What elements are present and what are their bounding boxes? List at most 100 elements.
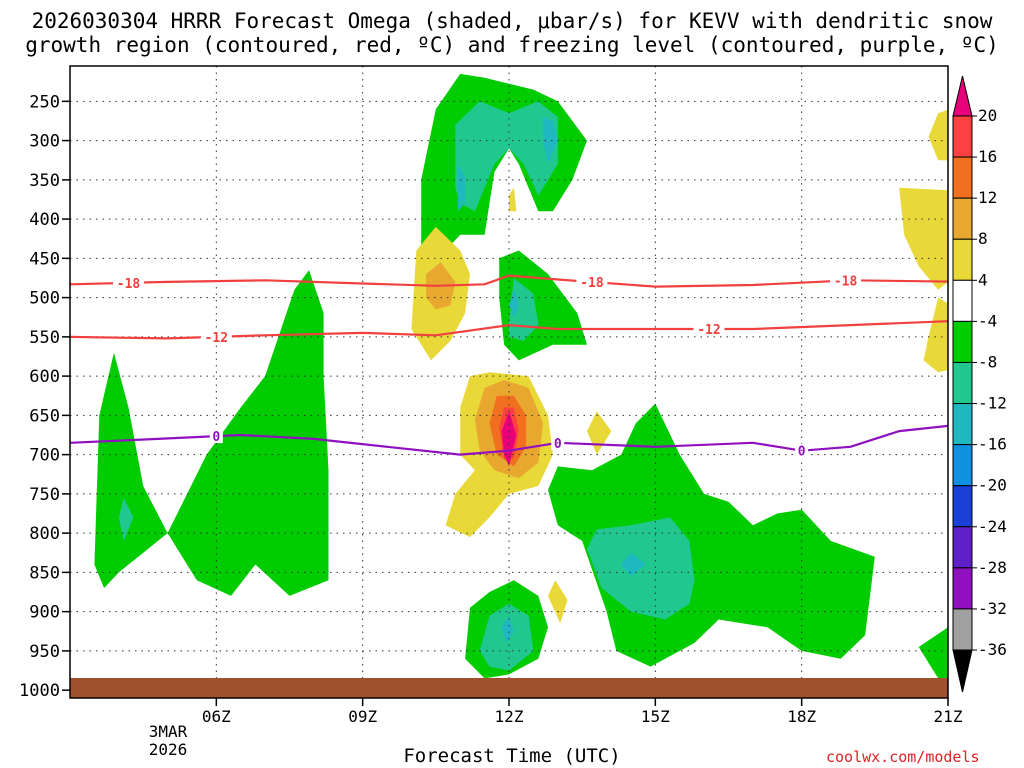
omega-region-22 xyxy=(501,615,514,643)
x-axis-label: Forecast Time (UTC) xyxy=(403,745,621,767)
colorbar-segment xyxy=(952,567,973,610)
x-tick-label: 09Z xyxy=(348,707,377,726)
x-tick-label: 18Z xyxy=(787,707,816,726)
x-axis: 06Z 09Z 12Z 15Z 18Z 21Z xyxy=(202,698,963,726)
chart-title-line2: growth region (contoured, red, ºC) and f… xyxy=(25,33,999,57)
colorbar-segment xyxy=(952,485,973,528)
omega-region-27 xyxy=(899,187,948,290)
colorbar-segment xyxy=(952,320,973,363)
x-tick-label: 21Z xyxy=(934,707,963,726)
colorbar-segment xyxy=(952,403,973,446)
omega-region-14 xyxy=(501,411,517,467)
omega-region-9 xyxy=(509,289,519,318)
y-axis: 250 300 350 400 450 500 550 600 650 700 750 800 850 9… xyxy=(19,92,70,701)
omega-region-23 xyxy=(94,352,168,589)
omega-region-16 xyxy=(548,580,568,624)
contour-label: -12 xyxy=(697,323,720,338)
colorbar-label: -20 xyxy=(978,476,1007,495)
x-tick-label: 12Z xyxy=(495,707,524,726)
colorbar-segment xyxy=(952,279,973,322)
contour-label-bg xyxy=(113,275,145,290)
colorbar-segment xyxy=(952,444,973,487)
colorbar-label: -8 xyxy=(978,352,997,371)
omega-region-4 xyxy=(509,187,517,212)
y-tick-label: 950 xyxy=(29,642,60,662)
omega-region-24 xyxy=(118,497,134,541)
colorbar-label: 4 xyxy=(978,270,988,289)
x-tick-label: 06Z xyxy=(202,707,231,726)
colorbar-segment xyxy=(952,361,973,405)
colorbar-label: -28 xyxy=(978,558,1007,577)
y-tick-label: 1000 xyxy=(19,681,60,701)
date-label-day: 3MAR xyxy=(149,722,188,741)
contour-line--18 xyxy=(70,274,948,288)
colorbar-label: 12 xyxy=(978,188,997,207)
y-tick-label: 750 xyxy=(29,485,60,505)
date-label-year: 2026 xyxy=(149,740,188,759)
colorbar-label: 8 xyxy=(978,229,988,248)
colorbar-label: 20 xyxy=(978,106,997,125)
contour-label: -12 xyxy=(205,331,228,346)
contour-label-bg xyxy=(693,322,725,337)
contour-label-bg xyxy=(551,435,565,450)
contour-label: -18 xyxy=(834,275,858,290)
colorbar-label: -12 xyxy=(978,394,1007,413)
colorbar-label: -4 xyxy=(978,311,997,330)
omega-region-26 xyxy=(928,109,948,161)
omega-region-1 xyxy=(455,101,558,212)
contour-label: 0 xyxy=(554,437,562,452)
contour-label-bg xyxy=(830,273,862,288)
ground-bar xyxy=(70,678,948,698)
colorbar-segment xyxy=(952,197,973,240)
colorbar-label: 16 xyxy=(978,147,997,166)
y-tick-label: 500 xyxy=(29,289,60,309)
colorbar-label: -32 xyxy=(978,599,1007,618)
colorbar-label: -16 xyxy=(978,435,1007,454)
colorbar-top-triangle xyxy=(952,75,973,117)
y-tick-label: 550 xyxy=(29,328,60,348)
y-tick-label: 900 xyxy=(29,603,60,623)
x-tick-label: 15Z xyxy=(641,707,670,726)
colorbar-segment xyxy=(952,526,973,569)
contour-line-0 xyxy=(70,424,948,456)
y-tick-label: 650 xyxy=(29,406,60,426)
omega-region-2 xyxy=(543,117,558,165)
contour-label: -18 xyxy=(117,277,141,292)
contour-line--12 xyxy=(70,320,948,340)
omega-region-25 xyxy=(167,270,329,596)
y-tick-label: 800 xyxy=(29,524,60,544)
y-tick-label: 400 xyxy=(29,210,60,230)
y-tick-label: 450 xyxy=(29,249,60,269)
colorbar-label: -24 xyxy=(978,517,1007,536)
colorbar-segment xyxy=(952,238,973,281)
omega-region-29 xyxy=(918,627,948,681)
y-tick-label: 850 xyxy=(29,563,60,583)
contour-label-bg xyxy=(795,443,809,458)
chart-title-line1: 2026030304 HRRR Forecast Omega (shaded, … xyxy=(31,9,993,33)
contour-label: -18 xyxy=(580,276,604,291)
omega-region-3 xyxy=(457,164,466,212)
colorbar-bottom-triangle xyxy=(952,649,973,693)
contour-label-bg xyxy=(209,429,223,444)
colorbar: 20 16 12 8 4 -4 -8 -12 -16 -20 -24 -28 -32 -36 xyxy=(952,75,1007,693)
credit-link[interactable]: coolwx.com/models xyxy=(826,748,980,766)
omega-region-19 xyxy=(621,552,646,577)
y-tick-label: 300 xyxy=(29,132,60,152)
omega-region-18 xyxy=(587,517,695,620)
contour-label-bg xyxy=(200,329,232,344)
colorbar-segment xyxy=(952,608,973,651)
y-tick-label: 250 xyxy=(29,92,60,112)
contour-label: 0 xyxy=(798,445,806,460)
temperature-contours: -18 -18 -18 -12 -12 0 0 0 xyxy=(70,273,948,460)
contour-label: 0 xyxy=(212,430,220,445)
colorbar-label: -36 xyxy=(978,640,1007,659)
y-tick-label: 700 xyxy=(29,446,60,466)
colorbar-segment xyxy=(952,156,973,199)
y-tick-label: 350 xyxy=(29,171,60,191)
omega-region-28 xyxy=(923,297,948,373)
contour-label-bg xyxy=(576,275,608,290)
y-tick-label: 600 xyxy=(29,367,60,387)
colorbar-segment xyxy=(952,115,973,158)
